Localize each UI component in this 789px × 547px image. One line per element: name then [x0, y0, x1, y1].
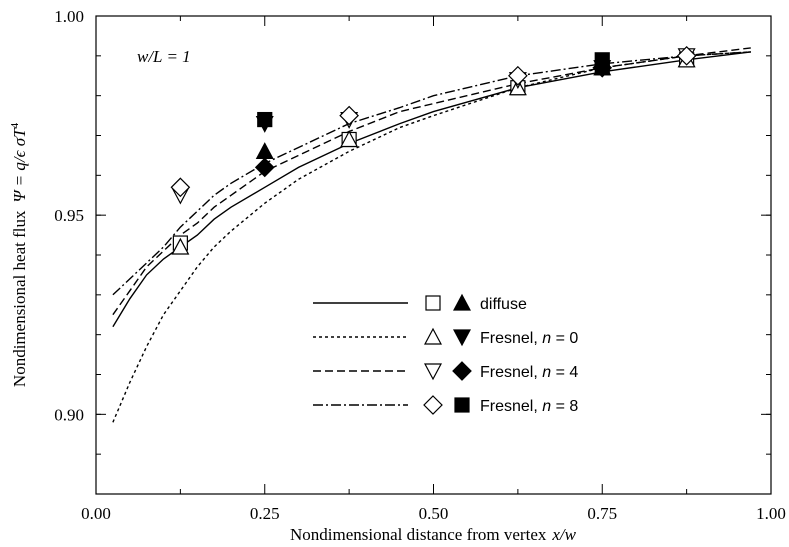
x-tick-label: 0.75 [587, 504, 617, 523]
legend-filled-marker-0 [453, 293, 471, 311]
y-axis-title-text: Nondimensional heat flux [10, 210, 29, 387]
filled-point-s2 [254, 157, 275, 178]
legend-label-value: = 0 [551, 330, 578, 347]
legend-label-var: n [542, 398, 551, 415]
open-point-s3 [508, 65, 528, 86]
x-tick-label: 0.50 [419, 504, 449, 523]
legend-open-marker-1 [424, 327, 442, 345]
legend-label-text: Fresnel, [480, 330, 542, 347]
filled-point-s3 [594, 52, 610, 68]
open-point-s3 [676, 45, 697, 66]
legend-open-marker-3 [423, 395, 443, 415]
legend-filled-marker-3 [454, 397, 470, 413]
legend-label-value: = 4 [551, 364, 578, 381]
legend-filled-marker-1 [453, 329, 471, 347]
x-tick-label: 1.00 [756, 504, 786, 523]
legend-open-marker-0 [425, 295, 441, 311]
open-point-s1 [340, 130, 359, 148]
legend-filled-marker-2 [452, 361, 472, 381]
legend-label-var: n [542, 330, 551, 347]
y-tick-label: 0.90 [54, 405, 84, 424]
filled-point-s3 [257, 111, 273, 128]
filled-point-s0 [255, 142, 274, 160]
x-tick-label: 0.00 [81, 504, 111, 523]
y-axis-title-sup: 4 [9, 122, 21, 128]
x-axis-title-text: Nondimensional distance from vertex [290, 525, 547, 544]
series-line-3 [112, 51, 751, 296]
open-point-s1 [171, 237, 190, 255]
axis-tick-labels: 0.00 0.25 0.50 0.75 1.00 0.90 0.95 1.00 [54, 7, 786, 523]
x-axis-title: Nondimensional distance from vertex x/w [290, 525, 577, 544]
annotation-wl: w/L = 1 [137, 47, 191, 66]
open-point-s3 [170, 177, 191, 198]
legend-label-2: Fresnel, n = 4 [480, 364, 578, 381]
legend-label-value: = 8 [551, 398, 578, 415]
legend-open-marker-2 [424, 363, 442, 381]
y-tick-label: 1.00 [54, 7, 84, 26]
legend-label-0: diffuse [480, 296, 527, 313]
series-line-2 [112, 47, 751, 316]
x-axis-title-var: x/w [551, 525, 576, 544]
x-tick-label: 0.25 [250, 504, 280, 523]
open-point-s3 [339, 105, 359, 126]
legend-label-var: n [542, 364, 551, 381]
legend-label-text: Fresnel, [480, 364, 542, 381]
plot-frame [95, 15, 772, 495]
legend-label-1: Fresnel, n = 0 [480, 330, 578, 347]
y-tick-label: 0.95 [54, 206, 84, 225]
y-axis-title-var: Ψ = q/ϵ σT [10, 127, 29, 203]
series-line-0 [112, 51, 751, 328]
legend-label-3: Fresnel, n = 8 [480, 398, 578, 415]
axis-ticks [95, 15, 772, 494]
series-markers [170, 45, 697, 255]
y-axis-title: Nondimensional heat flux Ψ = q/ϵ σT4 [9, 122, 29, 387]
legend-label-text: Fresnel, [480, 398, 542, 415]
series-line-1 [112, 51, 751, 423]
